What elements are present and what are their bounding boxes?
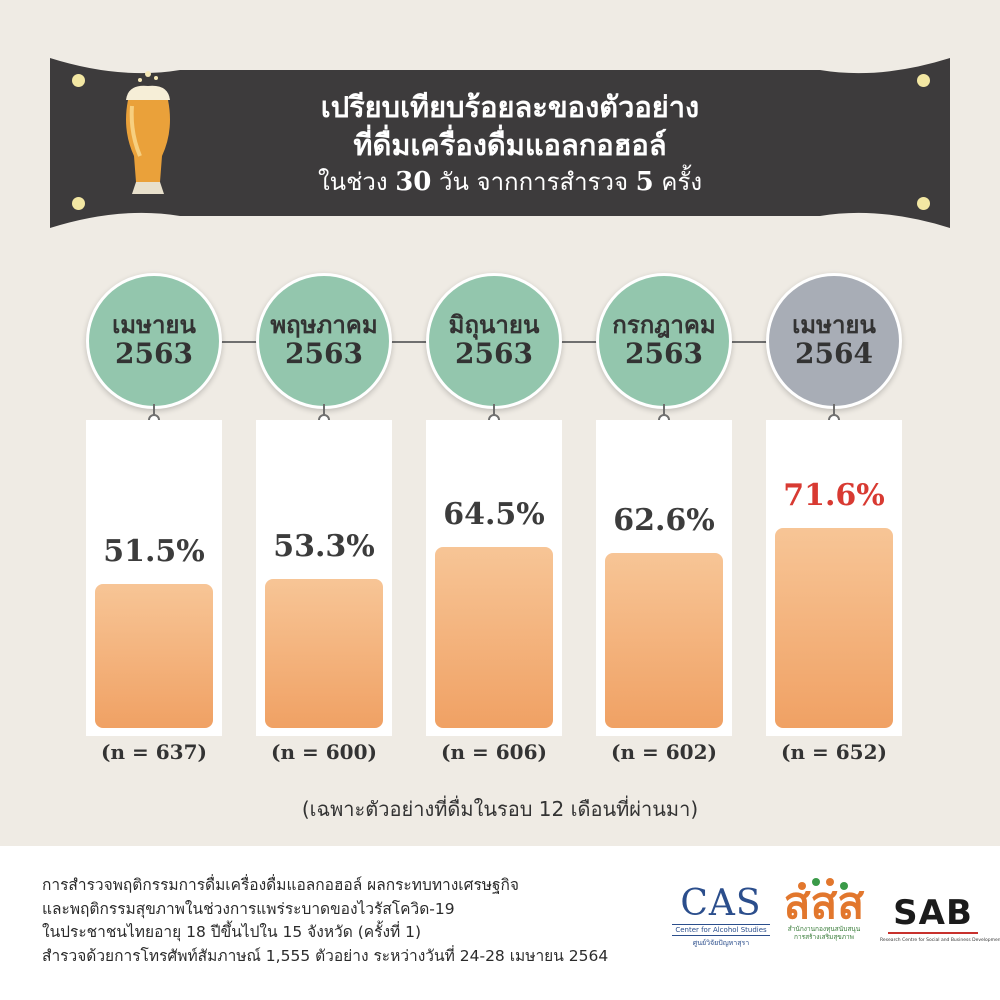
connector-stem: [663, 404, 665, 416]
title-line-3: ในช่วง 30 วัน จากการสำรวจ 5 ครั้ง: [317, 166, 703, 197]
chart-title: เปรียบเทียบร้อยละของตัวอย่าง ที่ดื่มเครื…: [230, 88, 790, 199]
title-banner: [50, 58, 950, 228]
bar: [435, 547, 553, 728]
title-line-1: เปรียบเทียบร้อยละของตัวอย่าง: [320, 90, 700, 124]
month-label: กรกฎาคม: [612, 311, 716, 340]
sample-size-label: (n = 637): [101, 740, 207, 764]
month-circle: เมษายน 2563: [86, 273, 222, 409]
banner-dot: [917, 74, 930, 87]
year-label: 2563: [625, 336, 703, 370]
month-circle: พฤษภาคม 2563: [256, 273, 392, 409]
month-circle: เมษายน 2564: [766, 273, 902, 409]
sample-size-label: (n = 652): [781, 740, 887, 764]
bar: [265, 578, 383, 728]
sample-size-label: (n = 602): [611, 740, 717, 764]
month-label: พฤษภาคม: [270, 311, 378, 340]
value-label: 53.3%: [273, 528, 375, 564]
value-label: 62.6%: [613, 502, 715, 538]
banner-dot: [917, 197, 930, 210]
sample-size-label: (n = 600): [271, 740, 377, 764]
value-label: 64.5%: [443, 497, 545, 533]
survey-line: และพฤติกรรมสุขภาพในช่วงการแพร่ระบาดของไว…: [42, 899, 455, 918]
year-label: 2563: [115, 336, 193, 370]
value-label: 71.6%: [783, 477, 885, 513]
year-label: 2563: [285, 336, 363, 370]
connector-stem: [153, 404, 155, 416]
connector-stem: [323, 404, 325, 416]
connector-stem: [493, 404, 495, 416]
stars-icon: [798, 878, 848, 890]
footer: การสำรวจพฤติกรรมการดื่มเครื่องดื่มแอลกอฮ…: [0, 846, 1000, 1000]
bar: [605, 552, 723, 728]
survey-line: ในประชาชนไทยอายุ 18 ปีขึ้นไปใน 15 จังหวั…: [42, 923, 422, 942]
month-circle: กรกฎาคม 2563: [596, 273, 732, 409]
banner-shape: [50, 58, 950, 228]
title-line-2: ที่ดื่มเครื่องดื่มแอลกอฮอล์: [353, 128, 667, 163]
year-label: 2563: [455, 336, 533, 370]
year-label: 2564: [795, 336, 873, 370]
banner-dot: [72, 197, 85, 210]
beer-glass-icon: [126, 71, 170, 194]
sab-logo: SAB Research Centre for Social and Busin…: [880, 893, 1000, 943]
banner-dot: [72, 74, 85, 87]
month-label: มิถุนายน: [448, 311, 540, 340]
month-label: เมษายน: [792, 311, 876, 340]
footnote: (เฉพาะตัวอย่างที่ดื่มในรอบ 12 เดือนที่ผ่…: [301, 797, 699, 821]
sample-size-label: (n = 606): [441, 740, 547, 764]
value-label: 51.5%: [103, 533, 205, 569]
bar: [95, 583, 213, 728]
survey-line: การสำรวจพฤติกรรมการดื่มเครื่องดื่มแอลกอฮ…: [42, 876, 520, 894]
survey-line: สำรวจด้วยการโทรศัพท์สัมภาษณ์ 1,555 ตัวอย…: [42, 946, 609, 965]
thaihealth-logo: สสส สำนักงานกองทุนสนับสนุน การสร้างเสริม…: [783, 878, 865, 941]
survey-description: การสำรวจพฤติกรรมการดื่มเครื่องดื่มแอลกอฮ…: [42, 874, 608, 968]
bar: [775, 527, 893, 728]
cas-logo: CAS Center for Alcohol Studies ศูนย์วิจั…: [672, 886, 770, 949]
connector-stem: [833, 404, 835, 416]
month-label: เมษายน: [112, 311, 196, 340]
month-circle: มิถุนายน 2563: [426, 273, 562, 409]
